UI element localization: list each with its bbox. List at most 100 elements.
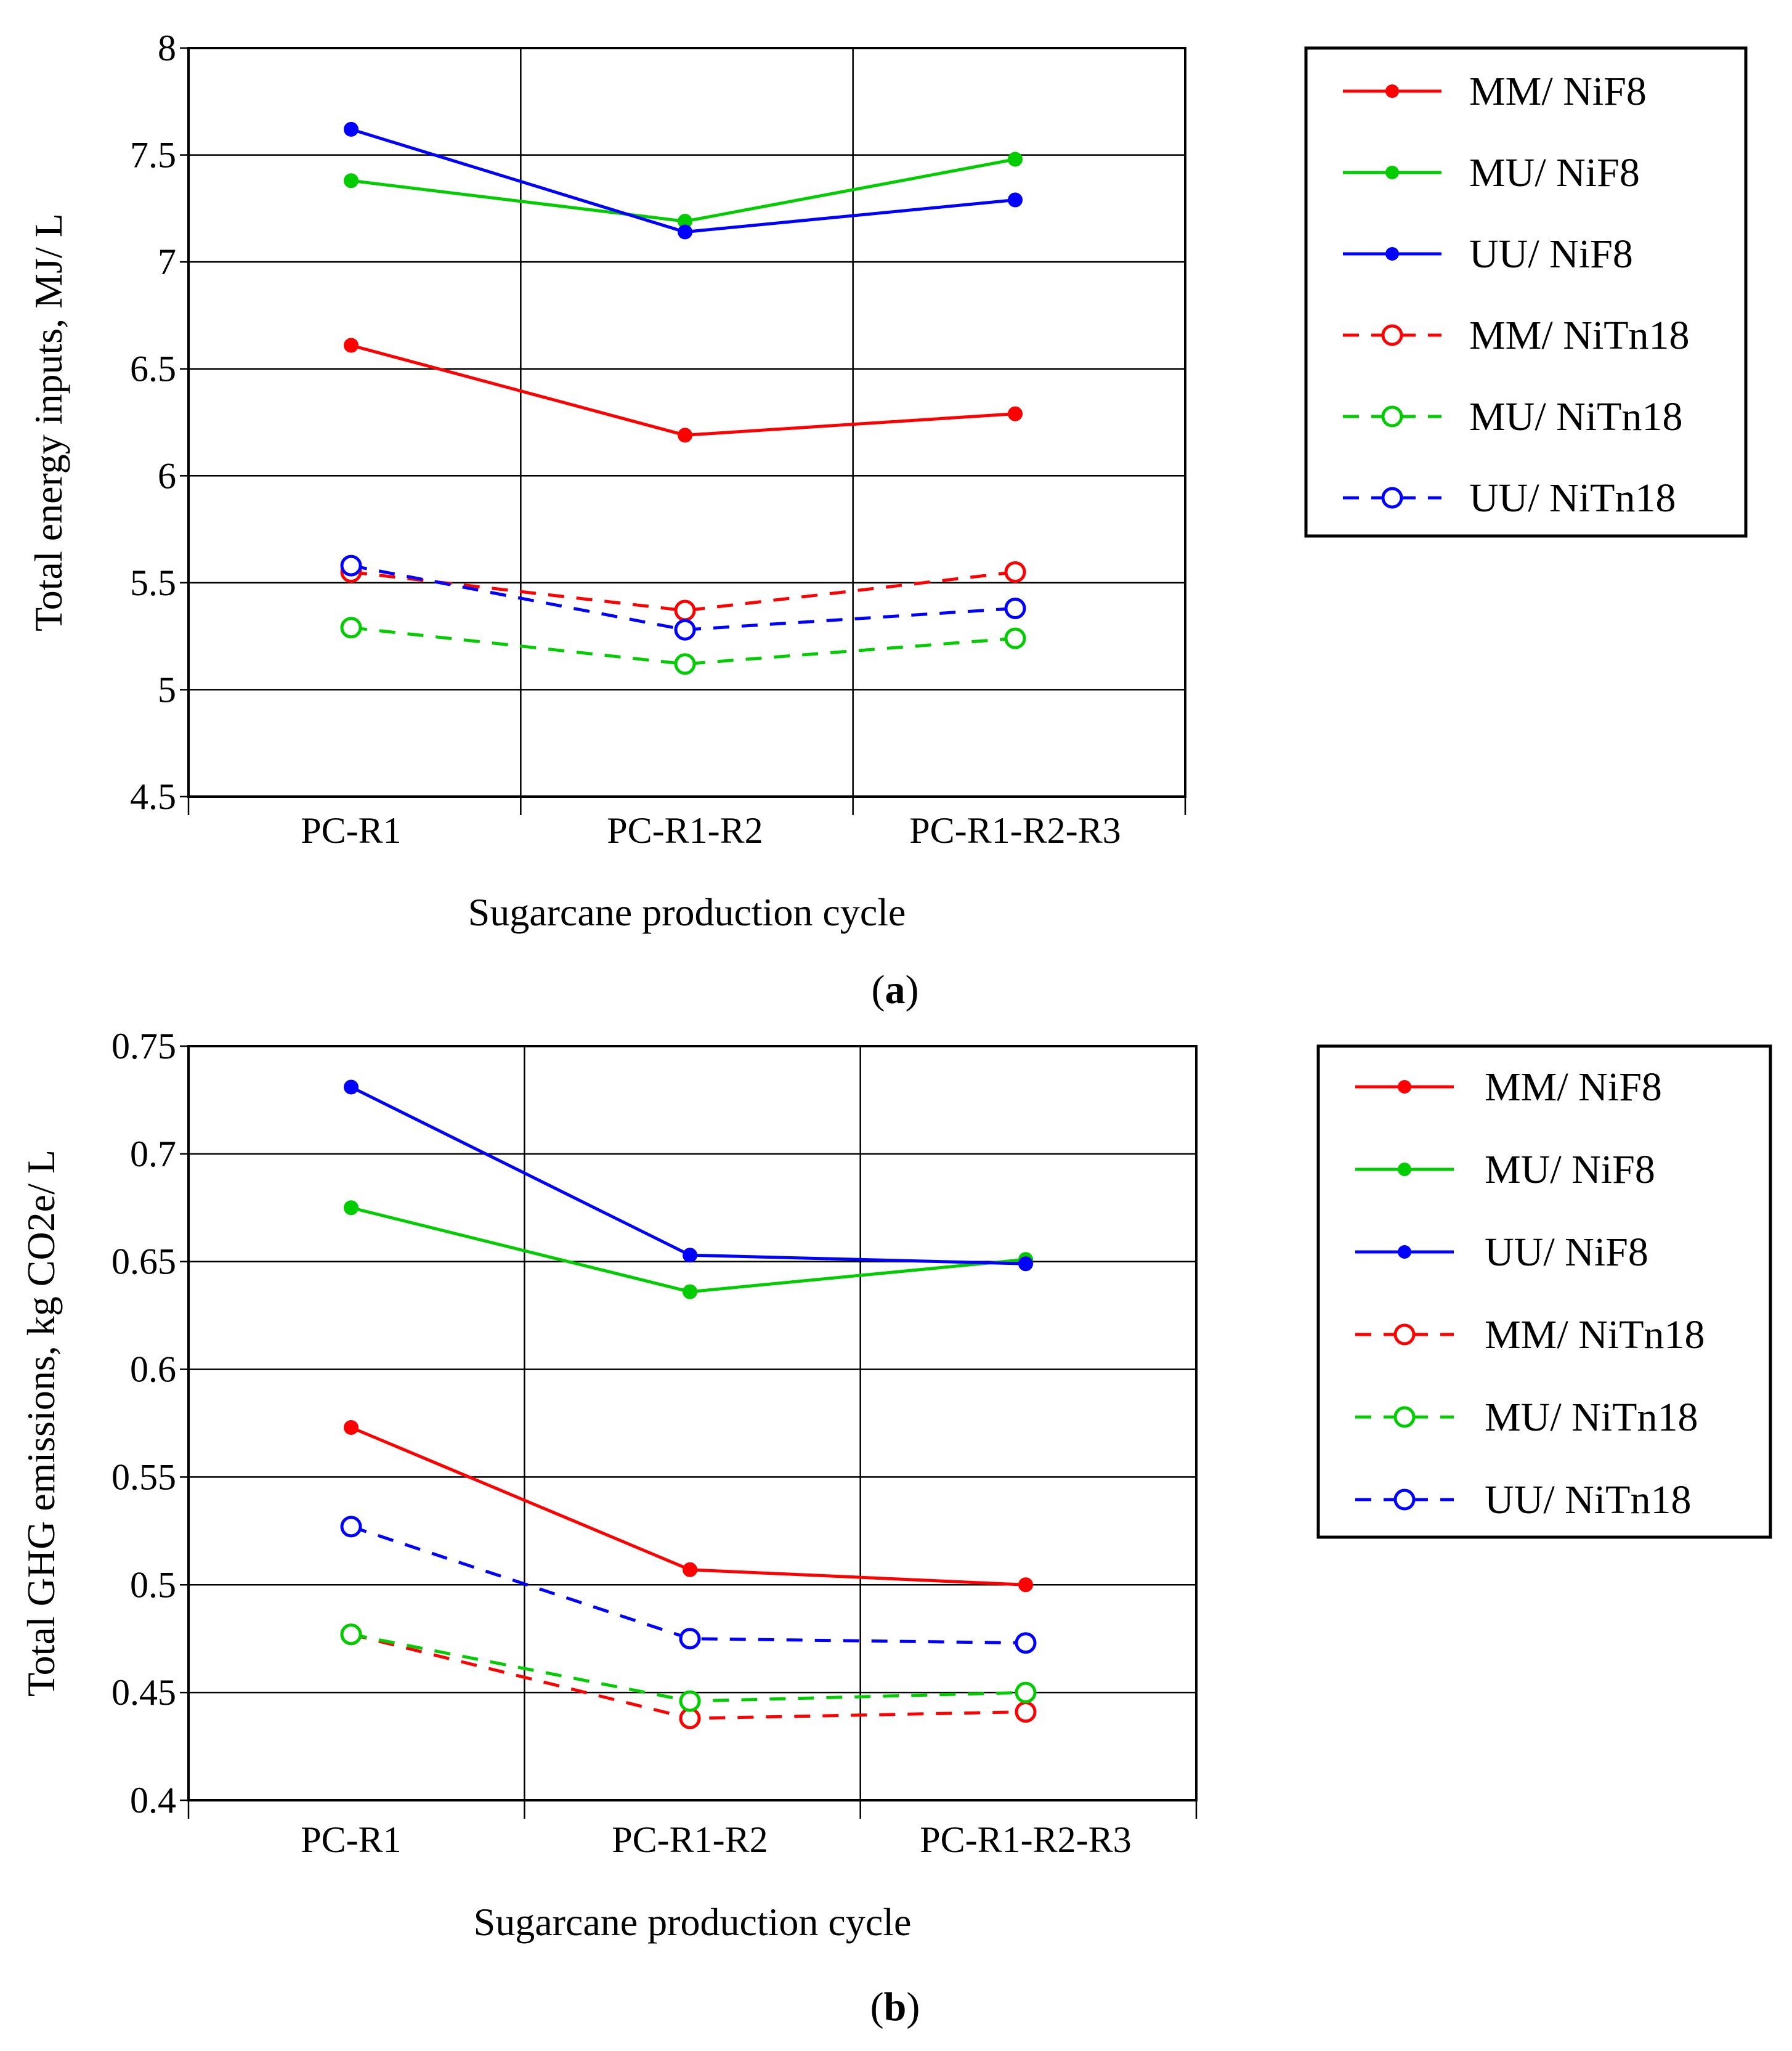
legend-label: MU/ NiF8 [1485,1147,1655,1192]
y-tick-label: 0.4 [130,1780,176,1821]
data-point [1018,1577,1033,1593]
legend-box [1304,46,1748,538]
legend-swatch-marker [1393,1323,1416,1346]
x-tick-label: PC-R1 [301,1819,401,1860]
legend-swatch-marker [1398,1245,1411,1259]
plot-frame [187,47,1186,798]
caption-paren-open: ( [872,967,885,1012]
data-point [344,338,359,353]
y-tick-label: 7.5 [130,135,176,176]
panel-caption: (a) [872,967,919,1012]
data-point [344,121,359,137]
y-axis-label: Total energy inputs, MJ/ L [26,213,70,632]
data-point [1008,406,1023,421]
data-point [679,1690,701,1712]
x-tick-label: PC-R1-R2 [612,1819,768,1860]
y-tick-label: 0.55 [111,1456,176,1497]
y-tick-label: 4.5 [130,776,176,817]
data-point [1008,192,1023,208]
y-tick-label: 6.5 [130,349,176,389]
data-point [1015,1701,1037,1723]
data-point [1004,627,1026,649]
legend: MM/ NiF8 MU/ NiF8 UU/ NiF8 MM/ NiTn18 MU/ Ni… [1304,46,1748,538]
data-point [344,173,359,189]
series-line [351,344,1016,437]
y-tick-label: 0.5 [130,1564,176,1605]
data-point [678,428,692,443]
x-tick-label: PC-R1 [301,810,401,851]
y-axis-label: Total GHG emissions, kg CO2e/ L [19,1150,63,1697]
data-point [683,1248,697,1263]
data-point [340,554,362,577]
data-point [1004,561,1026,583]
y-tick-label: 8 [158,28,176,68]
data-point [340,1623,362,1646]
data-point [674,619,696,641]
data-point [344,1079,359,1095]
y-tick-label: 6 [158,455,176,496]
series-line [351,1426,1026,1586]
y-tick-label: 0.65 [111,1241,176,1282]
y-tick-label: 0.6 [130,1349,176,1390]
legend-swatch-marker [1393,1488,1416,1511]
data-point [1015,1681,1037,1704]
data-point [344,1419,359,1435]
x-axis-label: Sugarcane production cycle [474,1900,912,1944]
legend-label: UU/ NiTn18 [1469,476,1676,521]
legend-label: UU/ NiF8 [1469,232,1633,277]
legend-label: MM/ NiTn18 [1485,1312,1705,1357]
data-point [678,224,692,240]
x-tick-label: PC-R1-R2 [607,810,763,851]
y-tick-label: 0.75 [111,1026,176,1066]
caption-paren-close: ) [906,1984,920,2029]
legend-swatch-marker [1393,1406,1416,1428]
chart-panel-a: 4.5 5 5.5 6 6.5 7 7.5 8 PC-R1 PC-R1-R2 PC-R1-R2-R3… [26,28,1748,1012]
chart-panel-b: 0.4 0.45 0.5 0.55 0.6 0.65 0.7 0.75 PC-R1 PC-R1-R… [19,1026,1772,2029]
x-tick-label: PC-R1-R2-R3 [909,810,1121,851]
series-line [351,158,1016,223]
caption-letter: b [884,1984,907,2029]
caption-paren-close: ) [906,967,919,1012]
data-point [674,599,696,622]
panel-caption: (b) [870,1984,920,2029]
data-point [1018,1256,1033,1272]
plot-frame [187,1045,1198,1801]
data-point [1008,152,1023,167]
legend-swatch-marker [1381,324,1403,346]
data-point [340,617,362,639]
legend-swatch-marker [1385,247,1399,261]
data-point [344,1200,359,1216]
y-tick-label: 5.5 [130,563,176,603]
y-tick-label: 5 [158,669,176,710]
legend-label: MU/ NiTn18 [1469,394,1683,439]
legend-label: UU/ NiTn18 [1485,1477,1691,1522]
data-point [679,1628,701,1650]
legend-swatch-marker [1381,405,1403,428]
legend-label: MU/ NiTn18 [1485,1395,1698,1440]
legend-label: MM/ NiF8 [1485,1065,1662,1110]
x-tick-label: PC-R1-R2-R3 [920,1819,1131,1860]
caption-paren-open: ( [870,1984,884,2029]
legend-label: MM/ NiTn18 [1469,313,1690,358]
legend-label: MU/ NiF8 [1469,150,1640,195]
legend-label: UU/ NiF8 [1485,1230,1648,1275]
data-point [1004,598,1026,620]
data-point [1015,1632,1037,1654]
data-point [683,1284,697,1299]
legend-swatch-marker [1385,166,1399,179]
legend-swatch-marker [1381,487,1403,509]
legend-swatch-marker [1385,84,1399,98]
series-line [350,1086,1026,1265]
legend-label: MM/ NiF8 [1469,69,1647,114]
y-tick-label: 7 [158,242,176,282]
x-axis-label: Sugarcane production cycle [468,890,906,934]
series-line [351,1525,1026,1645]
data-point [674,653,696,675]
caption-letter: a [885,967,906,1012]
legend-swatch-marker [1398,1080,1411,1094]
data-point [340,1516,362,1538]
legend-swatch-marker [1398,1163,1411,1176]
y-tick-label: 0.7 [130,1134,176,1174]
legend: MM/ NiF8 MU/ NiF8 UU/ NiF8 MM/ NiTn18 MU/ Ni… [1316,1044,1772,1539]
